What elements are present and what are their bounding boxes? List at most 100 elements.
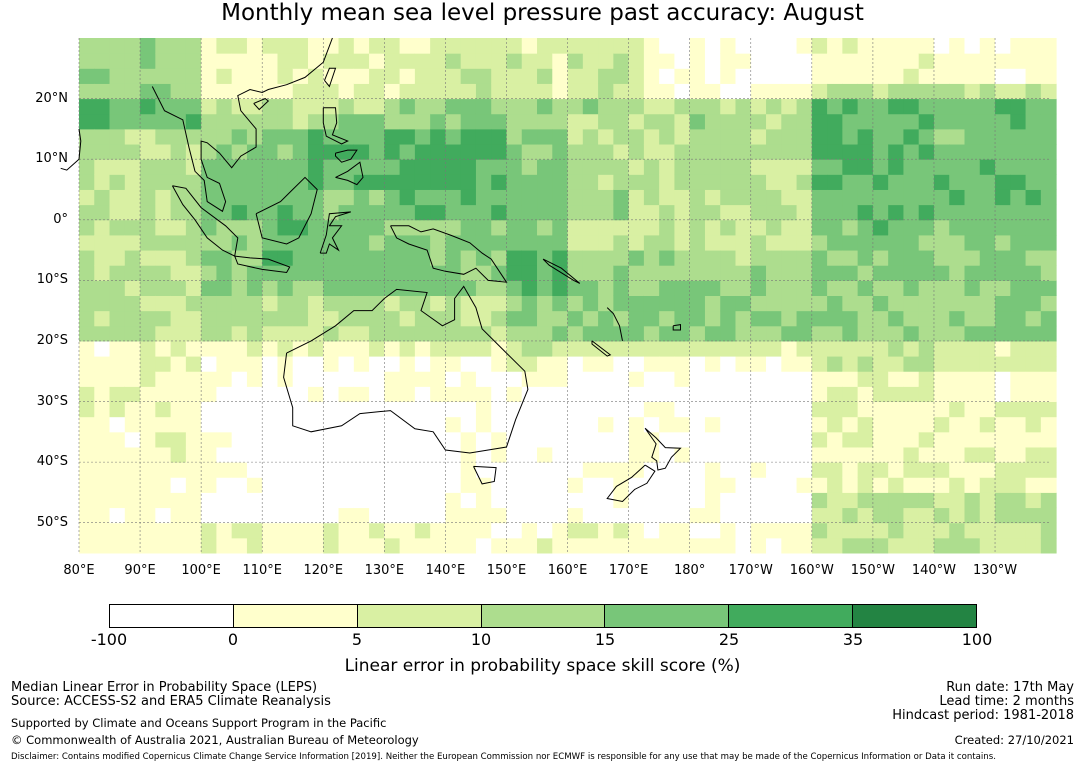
skill-cell — [353, 234, 370, 251]
skill-cell — [277, 234, 294, 251]
skill-cell — [811, 325, 828, 342]
skill-cell — [598, 68, 614, 84]
skill-cell — [369, 386, 385, 403]
created-date: Created: 27/10/2021 — [954, 733, 1074, 747]
skill-cell — [94, 507, 111, 524]
skill-cell — [109, 462, 126, 478]
skill-cell — [124, 159, 141, 175]
skill-cell — [460, 189, 477, 206]
skill-cell — [903, 492, 920, 509]
skill-cell — [140, 325, 156, 342]
skill-cell — [124, 219, 141, 236]
skill-cell — [445, 416, 462, 433]
skill-cell — [720, 356, 736, 372]
skill-cell — [872, 416, 889, 433]
skill-cell — [201, 522, 217, 539]
skill-cell — [674, 53, 691, 69]
skill-cell — [964, 537, 981, 554]
skill-cell — [292, 113, 309, 130]
skill-cell — [399, 113, 416, 130]
skill-cell — [170, 144, 187, 160]
skill-cell — [842, 174, 859, 190]
skill-cell — [903, 68, 920, 84]
skill-cell — [720, 68, 736, 84]
skill-cell — [506, 537, 523, 554]
skill-cell — [613, 431, 630, 448]
skill-cell — [430, 265, 446, 281]
skill-cell — [140, 68, 156, 84]
colorbar-swatch — [481, 605, 606, 627]
skill-cell — [582, 416, 599, 433]
skill-cell — [674, 204, 691, 221]
skill-cell — [674, 159, 691, 175]
skill-cell — [643, 144, 660, 160]
skill-cell — [445, 295, 462, 312]
skill-cell — [445, 537, 462, 554]
skill-cell — [995, 507, 1011, 524]
skill-cell — [521, 386, 538, 403]
skill-cell — [720, 189, 736, 206]
skill-cell — [872, 431, 889, 448]
skill-cell — [414, 265, 431, 281]
skill-cell — [79, 356, 95, 372]
skill-cell — [598, 537, 614, 554]
skill-cell — [79, 446, 95, 463]
skill-cell — [506, 310, 523, 327]
skill-cell — [430, 507, 446, 524]
skill-cell — [399, 280, 416, 296]
skill-cell — [231, 416, 248, 433]
skill-cell — [949, 219, 966, 236]
skill-cell — [1010, 492, 1027, 509]
skill-cell — [399, 401, 416, 418]
skill-cell — [384, 446, 401, 463]
skill-cell — [933, 416, 950, 433]
skill-cell — [888, 522, 904, 539]
skill-cell — [1040, 53, 1057, 69]
skill-cell — [537, 371, 553, 387]
skill-cell — [674, 462, 691, 478]
skill-cell — [475, 189, 492, 206]
skill-cell — [689, 234, 706, 251]
skill-cell — [460, 128, 477, 145]
skill-cell — [506, 98, 523, 115]
skill-cell — [659, 113, 675, 130]
skill-cell — [521, 507, 538, 524]
skill-cell — [399, 68, 416, 84]
skill-cell — [689, 522, 706, 539]
skill-cell — [979, 98, 996, 115]
skill-cell — [445, 159, 462, 175]
skill-cell — [750, 416, 767, 433]
skill-cell — [720, 431, 736, 448]
skill-cell — [811, 98, 828, 115]
skill-cell — [445, 174, 462, 190]
skill-cell — [582, 98, 599, 115]
skill-cell — [475, 371, 492, 387]
skill-cell — [888, 325, 904, 342]
skill-cell — [94, 38, 111, 54]
skill-cell — [338, 250, 355, 266]
skill-cell — [140, 295, 156, 312]
skill-cell — [292, 265, 309, 281]
skill-cell — [995, 98, 1011, 115]
skill-cell — [338, 295, 355, 312]
skill-cell — [445, 401, 462, 418]
skill-cell — [491, 68, 507, 84]
skill-cell — [888, 265, 904, 281]
skill-cell — [872, 371, 889, 387]
skill-cell — [262, 431, 278, 448]
skill-cell — [796, 416, 813, 433]
skill-cell — [964, 310, 981, 327]
skill-cell — [918, 38, 935, 54]
skill-cell — [995, 234, 1011, 251]
skill-cell — [1025, 159, 1042, 175]
skill-cell — [399, 537, 416, 554]
skill-cell — [94, 83, 111, 100]
skill-cell — [613, 295, 630, 312]
skill-cell — [659, 98, 675, 115]
skill-cell — [430, 340, 446, 357]
lon-tick-label: 140°E — [425, 563, 466, 578]
skill-cell — [598, 174, 614, 190]
skill-cell — [216, 265, 233, 281]
skill-cell — [613, 401, 630, 418]
skill-cell — [94, 522, 111, 539]
